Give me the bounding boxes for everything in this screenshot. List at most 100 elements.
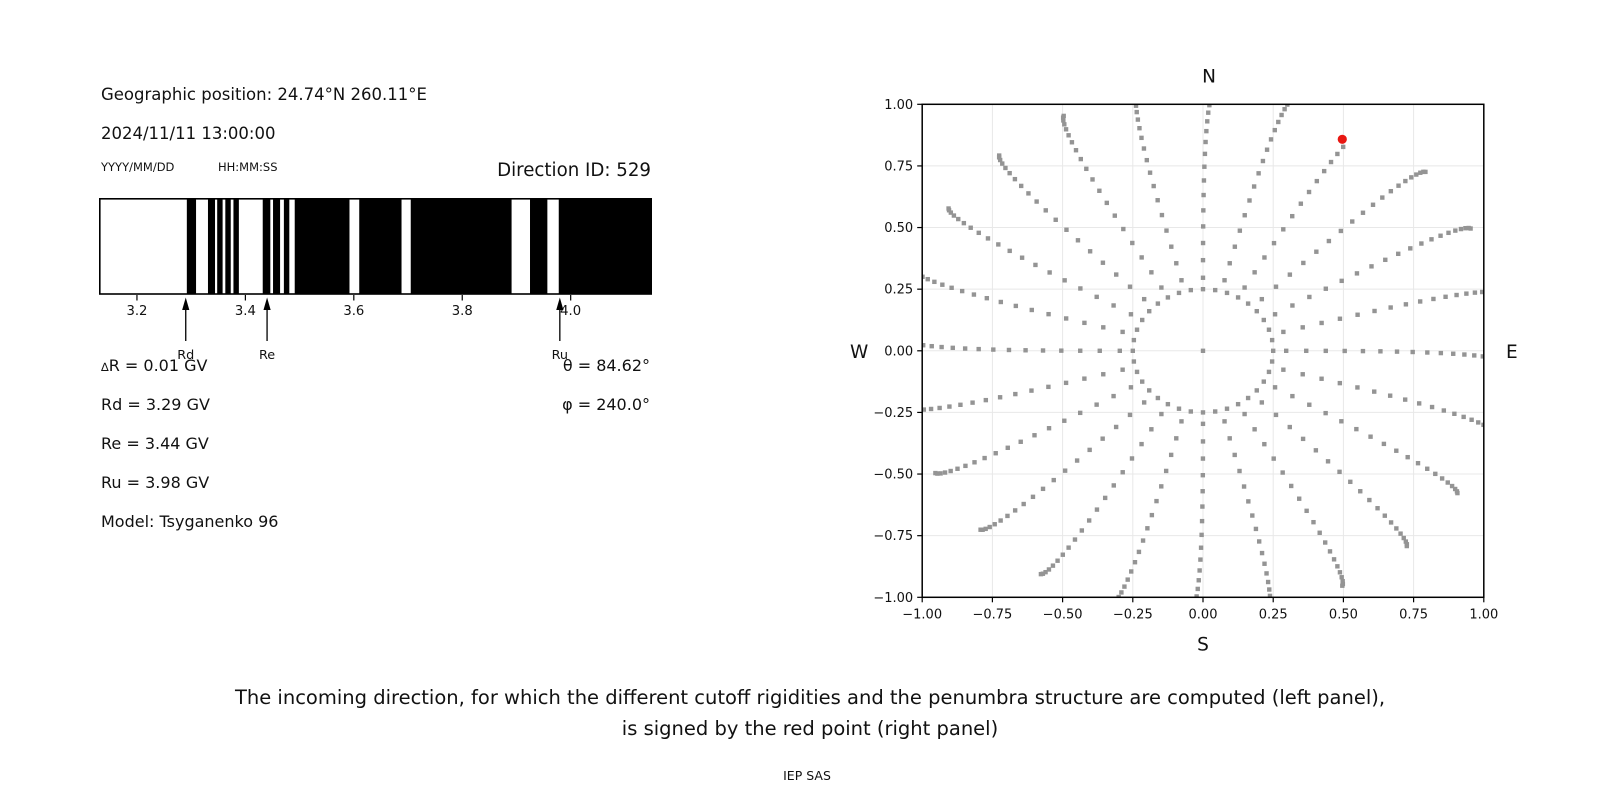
spoke-dot	[961, 220, 967, 226]
ring-dot	[1261, 317, 1266, 323]
x-tick-label: 0.00	[1189, 607, 1218, 622]
spoke-dot	[1062, 418, 1067, 423]
spoke-dot	[983, 397, 989, 403]
ring-dot	[1131, 359, 1137, 364]
spoke-dot	[1279, 112, 1284, 118]
scatter-dots	[922, 94, 1498, 605]
spoke-dot	[1169, 244, 1174, 249]
spoke-dot	[1446, 230, 1451, 236]
spoke-dot	[1396, 251, 1401, 257]
spoke-dot	[1237, 228, 1243, 233]
penumbra-band	[410, 199, 512, 294]
spoke-dot	[1061, 113, 1066, 119]
spoke-dot	[1481, 422, 1484, 428]
x-tick-label: −1.00	[902, 607, 942, 622]
spoke-dot	[1458, 226, 1464, 232]
spoke-dot	[1023, 348, 1028, 353]
spoke-dot	[1168, 452, 1174, 458]
spoke-dot	[1415, 460, 1421, 466]
spoke-dot	[1159, 484, 1164, 489]
spoke-dot	[1337, 316, 1343, 321]
spoke-dot	[939, 344, 944, 350]
spoke-dot	[1490, 290, 1494, 294]
spoke-dot	[992, 522, 997, 527]
spoke-dot	[925, 276, 930, 282]
spoke-dot	[1290, 97, 1294, 101]
spoke-dot	[996, 153, 1002, 158]
spoke-dot	[1289, 483, 1294, 489]
spoke-dot	[1335, 564, 1340, 569]
spoke-dot	[1253, 526, 1259, 532]
time-format-label: HH:MM:SS	[218, 160, 278, 174]
spoke-dot	[1198, 545, 1204, 550]
spoke-dot	[1149, 427, 1154, 432]
compass-west-label: W	[850, 342, 868, 363]
spoke-dot	[1372, 389, 1377, 394]
spoke-dot	[1141, 146, 1147, 151]
y-tick-label: 0.50	[884, 221, 913, 236]
spoke-dot	[1382, 513, 1388, 518]
spoke-dot	[1043, 208, 1048, 213]
spoke-dot	[1200, 224, 1206, 229]
spoke-dot	[1134, 94, 1138, 98]
cutoff-arrow-head	[182, 297, 190, 310]
spoke-dot	[1242, 285, 1247, 290]
spoke-dot	[1287, 424, 1292, 430]
direction-chart: −1.00 −0.75 −0.50 −0.25 0.00 0.25 0.50 0.75 1.00…	[850, 66, 1518, 655]
spoke-dot	[1368, 434, 1373, 439]
spoke-dot	[1122, 584, 1127, 589]
spoke-dot	[1063, 316, 1069, 321]
spoke-dot	[1154, 498, 1159, 504]
spoke-dot	[1129, 569, 1134, 574]
ring-dot	[1130, 348, 1135, 353]
spoke-dot	[1005, 445, 1010, 450]
spoke-dot	[1029, 388, 1034, 393]
spoke-dot	[1290, 303, 1295, 308]
spoke-dot	[1046, 384, 1051, 390]
spoke-dot	[1284, 348, 1289, 353]
spoke-dot	[1193, 601, 1197, 605]
spoke-dot	[1387, 393, 1393, 398]
spoke-dot	[1075, 238, 1081, 243]
spoke-dot	[1135, 117, 1141, 122]
spoke-dot	[1404, 543, 1410, 549]
spoke-dot	[1141, 296, 1147, 302]
spoke-dot	[1199, 532, 1204, 538]
spoke-dot	[1094, 294, 1099, 300]
spoke-dot	[1380, 195, 1385, 200]
spoke-dot	[1494, 356, 1498, 360]
spoke-dot	[1246, 499, 1251, 504]
spoke-dot	[1195, 586, 1200, 592]
spoke-dot	[1059, 348, 1064, 353]
spoke-dot	[972, 460, 977, 465]
caption-line-2: is signed by the red point (right panel)	[621, 717, 999, 740]
ring-dot	[1165, 295, 1171, 300]
spoke-dot	[1468, 226, 1473, 231]
spoke-dot	[971, 292, 977, 297]
spoke-dot	[1282, 106, 1287, 112]
spoke-dot	[1452, 486, 1458, 492]
spoke-dot	[1445, 480, 1450, 485]
x-tick-label: −0.75	[972, 607, 1012, 622]
spoke-dot	[1292, 96, 1296, 100]
spoke-dot	[998, 299, 1004, 305]
spoke-dot	[1029, 307, 1034, 313]
spoke-dot	[1339, 575, 1344, 580]
spoke-dot	[1100, 436, 1105, 441]
spoke-dot	[950, 345, 955, 351]
spoke-dot	[1472, 353, 1477, 358]
x-tick-label: 3.6	[343, 304, 364, 319]
spoke-dot	[937, 405, 942, 411]
penumbra-frame	[99, 198, 652, 295]
spoke-dot	[1494, 290, 1498, 294]
ring-dot	[1245, 301, 1251, 306]
spoke-dot	[1439, 476, 1445, 481]
spoke-dot	[938, 471, 943, 476]
spoke-dot	[1451, 351, 1456, 356]
spoke-dot	[1417, 299, 1423, 304]
ring-dot	[1254, 308, 1259, 314]
spoke-dot	[1429, 237, 1434, 242]
spoke-dot	[1355, 385, 1360, 390]
spoke-dot	[1339, 419, 1344, 424]
spoke-dot	[1290, 213, 1295, 219]
